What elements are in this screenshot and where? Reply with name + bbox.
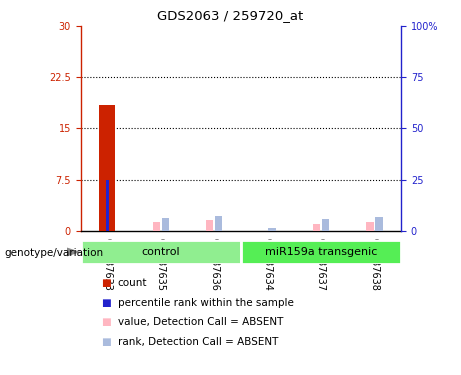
Text: miR159a transgenic: miR159a transgenic xyxy=(265,247,377,257)
Bar xyxy=(188,26,241,231)
Bar xyxy=(161,218,169,231)
Bar xyxy=(134,26,188,231)
Bar xyxy=(268,228,276,231)
Text: rank, Detection Call = ABSENT: rank, Detection Call = ABSENT xyxy=(118,337,278,346)
Bar xyxy=(106,180,109,231)
Text: genotype/variation: genotype/variation xyxy=(5,248,104,258)
Bar xyxy=(375,217,383,231)
Bar xyxy=(313,224,320,231)
Bar xyxy=(100,105,115,231)
Bar xyxy=(206,220,213,231)
Bar xyxy=(366,222,373,231)
Text: percentile rank within the sample: percentile rank within the sample xyxy=(118,298,294,307)
Text: GDS2063 / 259720_at: GDS2063 / 259720_at xyxy=(157,9,304,22)
Bar xyxy=(322,219,329,231)
Bar xyxy=(81,240,241,264)
Text: count: count xyxy=(118,278,147,288)
Text: ■: ■ xyxy=(101,278,111,288)
Bar xyxy=(81,26,134,231)
Bar xyxy=(241,240,401,264)
Text: value, Detection Call = ABSENT: value, Detection Call = ABSENT xyxy=(118,317,283,327)
Bar xyxy=(241,26,294,231)
Text: ■: ■ xyxy=(101,298,111,307)
Bar xyxy=(153,222,160,231)
Text: ■: ■ xyxy=(101,337,111,346)
Text: control: control xyxy=(142,247,180,257)
Bar xyxy=(348,26,401,231)
Bar xyxy=(215,216,222,231)
Polygon shape xyxy=(67,248,81,256)
Bar xyxy=(294,26,348,231)
Text: ■: ■ xyxy=(101,317,111,327)
